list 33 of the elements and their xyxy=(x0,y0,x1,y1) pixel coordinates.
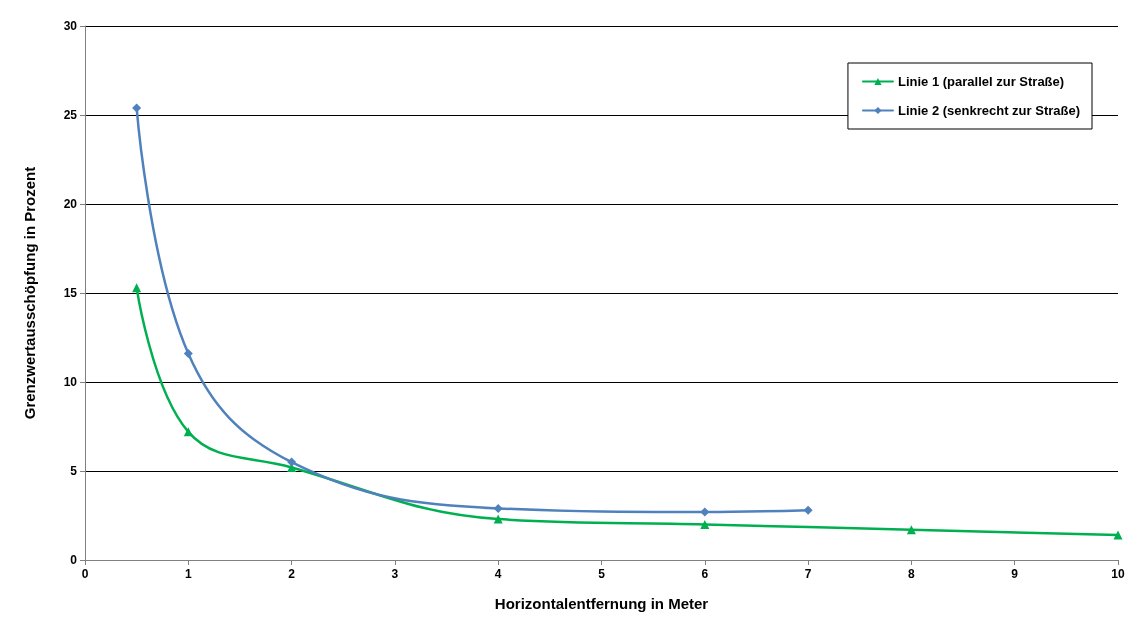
point xyxy=(493,514,503,524)
point xyxy=(1113,530,1123,540)
x-tick-label: 4 xyxy=(494,567,502,581)
point xyxy=(132,283,142,293)
x-tick-label: 9 xyxy=(1011,567,1019,581)
point xyxy=(700,507,710,517)
x-axis-title: Horizontalentfernung in Meter xyxy=(494,595,709,612)
y-tick-label: 25 xyxy=(63,108,78,122)
y-axis-title: Grenzwertausschöpfung in Prozent xyxy=(21,166,38,420)
y-tick-label: 5 xyxy=(70,464,78,478)
y-tick-label: 15 xyxy=(63,286,78,300)
point xyxy=(287,457,297,467)
x-tick-label: 0 xyxy=(81,567,89,581)
x-tick-label: 10 xyxy=(1111,567,1125,581)
y-tick-label: 20 xyxy=(63,197,78,211)
point xyxy=(493,503,503,513)
point xyxy=(183,349,193,359)
x-tick-label: 5 xyxy=(598,567,606,581)
point xyxy=(906,525,916,535)
x-tick-label: 7 xyxy=(804,567,812,581)
x-tick-label: 2 xyxy=(288,567,296,581)
x-tick-label: 3 xyxy=(391,567,399,581)
y-tick-label: 0 xyxy=(70,553,78,567)
x-tick-label: 8 xyxy=(908,567,916,581)
x-tick-label: 1 xyxy=(184,567,192,581)
y-tick-label: 10 xyxy=(63,375,78,389)
point xyxy=(803,505,813,515)
x-tick-label: 6 xyxy=(701,567,709,581)
legend-label: Linie 1 (parallel zur Straße) xyxy=(897,74,1065,89)
point xyxy=(132,103,142,113)
point xyxy=(700,519,710,529)
legend-label: Linie 2 (senkrecht zur Straße) xyxy=(897,103,1081,118)
y-tick-label: 30 xyxy=(63,19,78,33)
